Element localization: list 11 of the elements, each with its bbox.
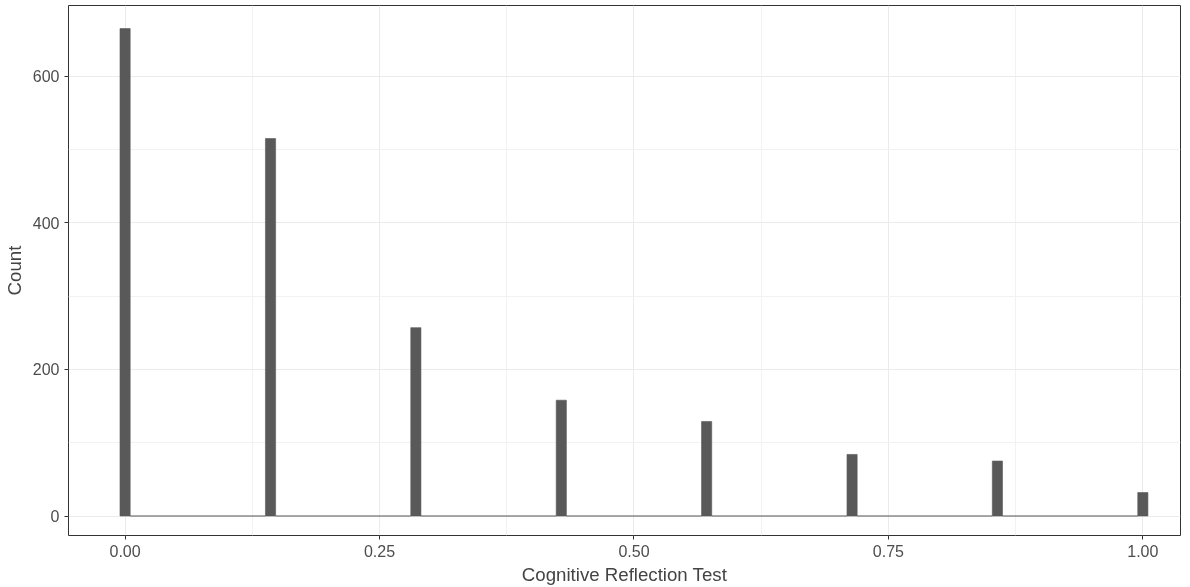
y-axis-title: Count [3, 244, 25, 296]
x-tick-label: 0.50 [618, 542, 650, 560]
x-axis-title: Cognitive Reflection Test [521, 563, 728, 585]
x-tick-label: 1.00 [1127, 542, 1159, 560]
y-tick-label: 200 [32, 361, 60, 379]
y-tick-label: 0 [50, 508, 60, 525]
y-tick-label: 600 [32, 68, 60, 86]
x-tick-label: 0.25 [363, 542, 396, 560]
x-tick-label: 0.75 [872, 542, 905, 560]
y-tick-label: 400 [32, 214, 60, 232]
x-tick-label: 0.00 [109, 542, 141, 560]
